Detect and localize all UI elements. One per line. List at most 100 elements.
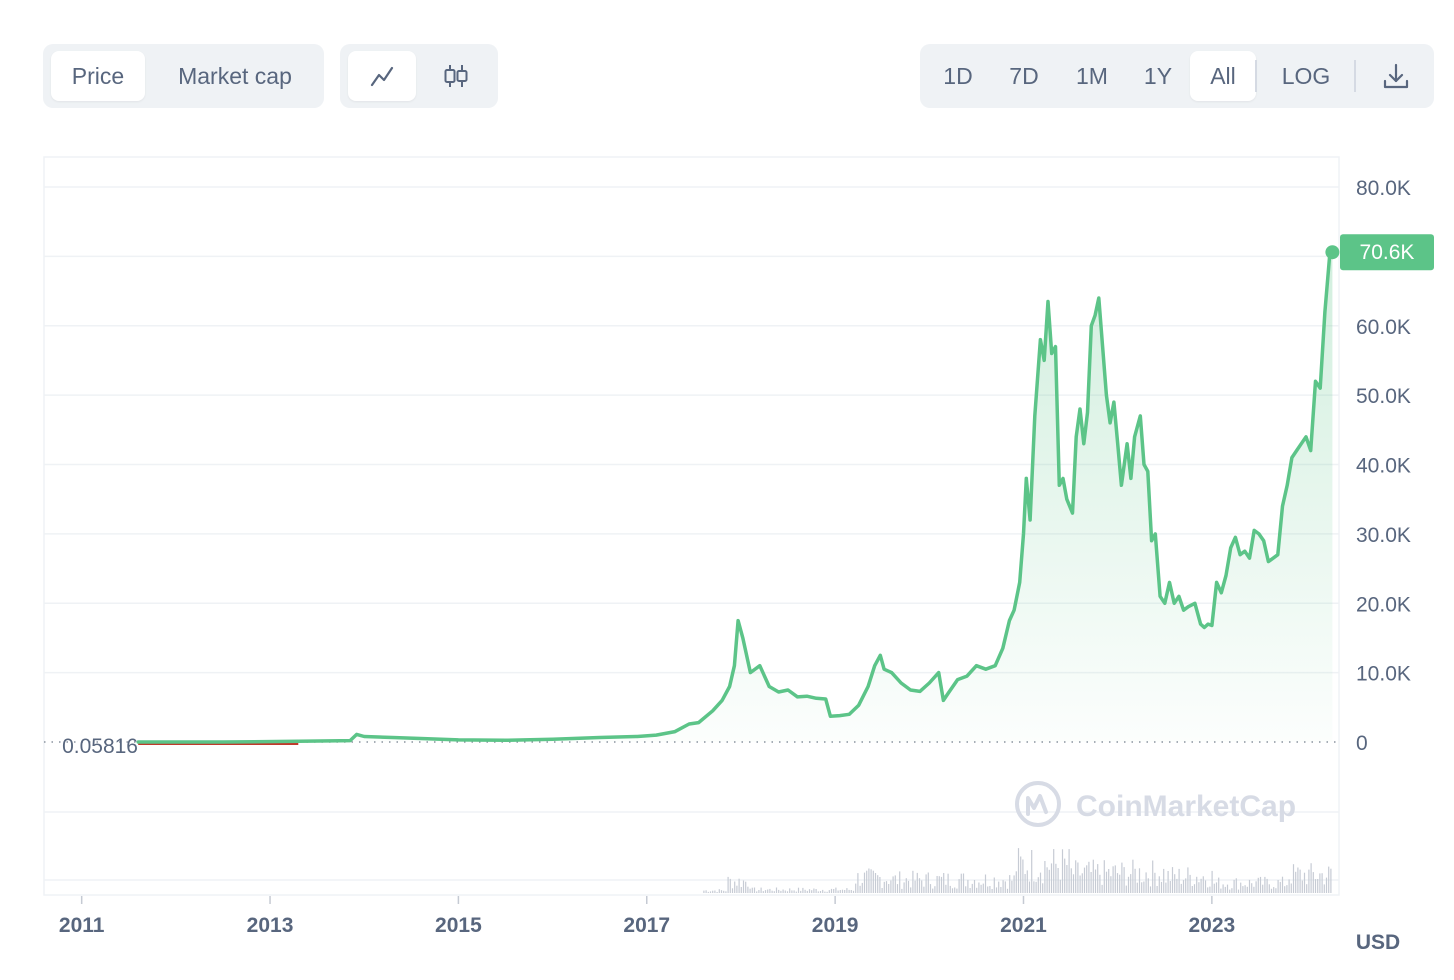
volume-bar	[1125, 885, 1127, 893]
volume-bar	[1281, 876, 1284, 893]
range-1y-button[interactable]: 1Y	[1143, 63, 1173, 89]
volume-bar	[861, 882, 863, 893]
volume-bar	[1262, 884, 1264, 893]
y-tick-label: 30.0K	[1356, 524, 1411, 547]
volume-bar	[1171, 867, 1174, 893]
volume-bar	[1057, 868, 1059, 893]
volume-bar	[1028, 881, 1031, 893]
volume-bar	[1165, 882, 1167, 893]
line-chart-button[interactable]	[348, 51, 416, 101]
volume-bar	[929, 884, 932, 893]
range-1m-button[interactable]: 1M	[1076, 63, 1108, 89]
volume-bar	[874, 873, 877, 893]
volume-bar	[824, 891, 826, 893]
x-tick-label: 2021	[1000, 914, 1047, 937]
volume-bar	[1039, 872, 1042, 893]
x-tick-label: 2023	[1188, 914, 1235, 937]
volume-bar	[1116, 873, 1119, 893]
volume-bar	[954, 887, 956, 893]
volume-bar	[1198, 882, 1200, 893]
volume-bar	[896, 884, 899, 893]
range-all-button[interactable]: All	[1190, 51, 1256, 101]
volume-bar	[1328, 866, 1330, 893]
volume-bar	[1160, 881, 1163, 893]
volume-bar	[725, 891, 727, 893]
volume-bar	[910, 887, 912, 893]
volume-bar	[899, 871, 901, 893]
volume-bar	[747, 886, 749, 893]
volume-bar	[1066, 865, 1068, 893]
volume-bar	[707, 891, 709, 893]
volume-bar	[1209, 886, 1211, 893]
volume-bar	[976, 887, 978, 893]
volume-bar	[1114, 865, 1116, 893]
volume-bar	[738, 878, 740, 893]
volume-bar	[1220, 888, 1222, 893]
volume-bar	[1130, 874, 1132, 893]
volume-bar	[892, 876, 894, 893]
volume-bar	[989, 886, 991, 893]
volume-bar	[1086, 865, 1088, 893]
volume-bar	[1310, 863, 1312, 893]
volume-bar	[1147, 878, 1149, 893]
volume-bar	[980, 884, 982, 893]
candlestick-button[interactable]	[422, 51, 490, 101]
volume-bar	[1286, 885, 1288, 893]
volume-bar	[1268, 884, 1270, 893]
volume-bar	[1075, 860, 1077, 893]
y-tick-label: 0	[1356, 732, 1368, 755]
volume-bar	[786, 891, 789, 893]
volume-bar	[1035, 881, 1037, 893]
log-scale-button[interactable]: LOG	[1281, 63, 1331, 89]
volume-bar	[863, 872, 866, 893]
volume-bar	[736, 885, 738, 893]
volume-bar	[883, 881, 885, 893]
log-divider	[1354, 60, 1356, 92]
volume-bar	[1103, 860, 1105, 893]
volume-bar	[705, 890, 707, 893]
tab-market-cap[interactable]: Market cap	[178, 63, 292, 89]
volume-bar	[1279, 881, 1281, 893]
volume-bar	[1037, 877, 1039, 893]
range-1d-button[interactable]: 1D	[943, 63, 973, 89]
volume-bar	[936, 876, 938, 893]
volume-bar	[758, 890, 760, 893]
volume-bar	[813, 888, 815, 893]
volume-bar	[1176, 878, 1178, 893]
volume-bar	[932, 888, 934, 893]
volume-bar	[817, 891, 819, 893]
volume-bar	[982, 883, 984, 893]
volume-bar	[969, 888, 971, 893]
volume-bar	[1257, 877, 1259, 893]
download-button[interactable]	[1366, 51, 1426, 101]
volume-bar	[771, 890, 773, 893]
volume-bar	[753, 887, 756, 893]
volume-bar	[1244, 885, 1246, 893]
volume-bar	[987, 886, 989, 893]
volume-bar	[885, 881, 888, 893]
current-price-dot	[1325, 245, 1340, 260]
tab-price[interactable]: Price	[51, 51, 145, 101]
volume-bar	[793, 890, 795, 893]
volume-bar	[1295, 871, 1297, 893]
volume-bar	[943, 873, 945, 893]
volume-bar	[1270, 888, 1273, 893]
volume-bar	[868, 868, 870, 893]
volume-bar	[797, 887, 800, 893]
range-7d-button[interactable]: 7D	[1009, 63, 1039, 89]
volume-bar	[1277, 880, 1279, 893]
volume-bar	[835, 887, 837, 893]
volume-bar	[775, 887, 778, 893]
volume-bar	[965, 886, 967, 893]
volume-bar	[1046, 867, 1048, 893]
volume-bar	[1325, 877, 1328, 893]
y-tick-label: 80.0K	[1356, 177, 1411, 200]
volume-bar	[723, 890, 725, 893]
volume-bar	[789, 888, 791, 893]
coinmarketcap-watermark: CoinMarketCap	[1015, 781, 1296, 827]
volume-bar	[1143, 881, 1145, 893]
volume-bar	[1275, 888, 1277, 893]
volume-bar	[703, 890, 705, 893]
x-tick-label: 2017	[623, 914, 670, 937]
